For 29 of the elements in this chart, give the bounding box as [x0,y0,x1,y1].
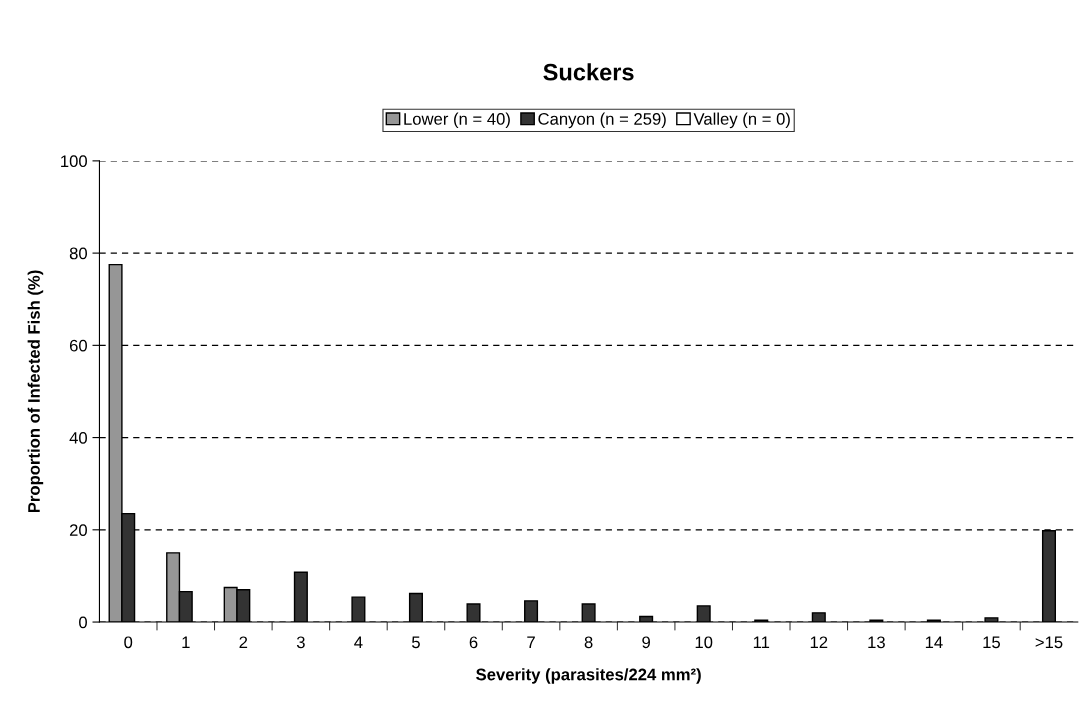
x-tick-label: 6 [469,636,478,649]
x-tick-label: 11 [753,636,770,649]
x-tick-label: 1 [182,636,190,649]
y-tick-label: 60 [69,339,87,352]
x-tick-label: 4 [354,636,363,649]
y-tick-label: 80 [69,247,87,260]
x-tick-label: 0 [124,636,133,649]
legend-label: Lower (n = 40) [404,112,510,129]
x-tick-label: 12 [810,636,828,649]
x-tick-label: 13 [868,636,885,649]
y-tick-label: 40 [69,431,87,444]
x-tick-label: 15 [983,636,1001,649]
x-tick-label: 8 [584,636,593,649]
x-tick-label: 3 [296,636,305,649]
x-tick-label: 2 [239,636,248,649]
x-tick-label: >15 [1035,636,1063,649]
y-tick-label: 0 [79,616,87,629]
x-tick-label: 5 [412,636,420,649]
x-tick-label: 10 [695,636,713,649]
chart-title: Suckers [543,63,634,81]
y-tick-label: 20 [69,524,87,537]
x-axis-title: Severity (parasites/224 mm²) [476,668,701,684]
legend-label: Canyon (n = 259) [538,112,666,129]
legend-label: Valley (n = 0) [693,112,790,129]
y-axis-title: Proportion of Infected Fish (%) [27,270,44,513]
x-tick-label: 9 [642,636,650,649]
x-tick-label: 14 [925,636,943,649]
x-tick-label: 7 [527,636,535,649]
y-tick-label: 100 [61,155,87,168]
